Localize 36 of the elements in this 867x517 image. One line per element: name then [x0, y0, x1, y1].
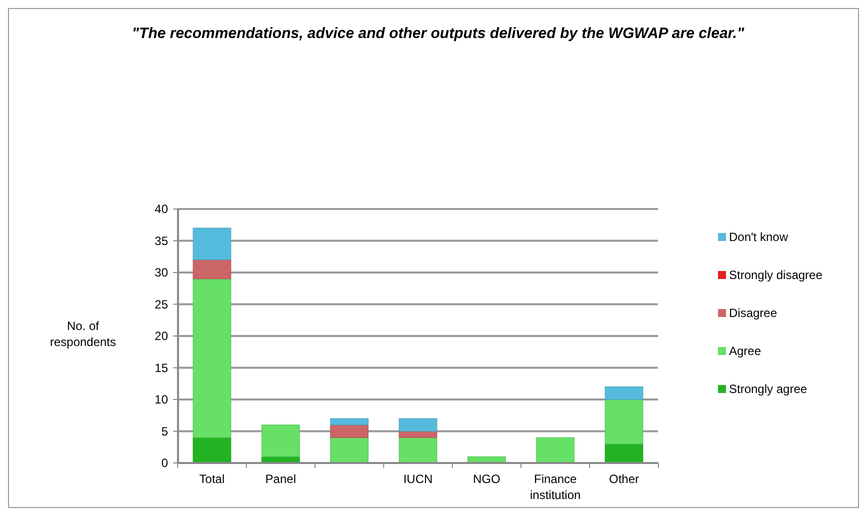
bar	[604, 399, 644, 444]
y-tick-label: 0	[161, 456, 168, 470]
bar	[398, 437, 438, 464]
legend-label: Strongly disagree	[729, 268, 823, 282]
bar	[192, 228, 232, 260]
bar	[192, 260, 232, 280]
y-tick-label: 10	[154, 392, 168, 406]
y-tick-label: 15	[154, 360, 168, 375]
y-tick-label: 20	[154, 329, 168, 343]
x-tick-label: Panel	[265, 472, 296, 486]
legend-label: Don't know	[729, 230, 788, 244]
y-tick-label: 30	[154, 266, 168, 280]
y-tick-label: 25	[154, 297, 168, 312]
y-tick-label: 40	[154, 202, 168, 216]
x-tick-label: IUCN	[403, 472, 433, 486]
bar	[398, 430, 438, 438]
bar	[330, 437, 369, 464]
x-tick-label: NGO	[473, 472, 500, 486]
x-tick-label: Total	[199, 472, 225, 486]
bar	[604, 386, 644, 400]
x-tick-label: Other	[609, 472, 640, 486]
y-tick-label: 5	[161, 424, 168, 438]
bar	[536, 437, 575, 464]
bar	[192, 437, 232, 464]
bar	[261, 424, 300, 457]
bar	[192, 278, 232, 438]
y-tick-label: 35	[154, 234, 168, 248]
chart-title: "The recommendations, advice and other outputs delivered by the WGWAP are clear."	[132, 25, 745, 42]
x-tick-label: Finance institution	[530, 472, 581, 502]
legend-label: Disagree	[729, 306, 778, 320]
legend-label: Strongly agree	[729, 382, 808, 396]
legend-label: Agree	[729, 344, 762, 358]
bar	[398, 418, 438, 432]
y-axis-title: No. of respondents	[50, 319, 116, 349]
bar	[330, 418, 369, 426]
bar	[330, 424, 369, 438]
